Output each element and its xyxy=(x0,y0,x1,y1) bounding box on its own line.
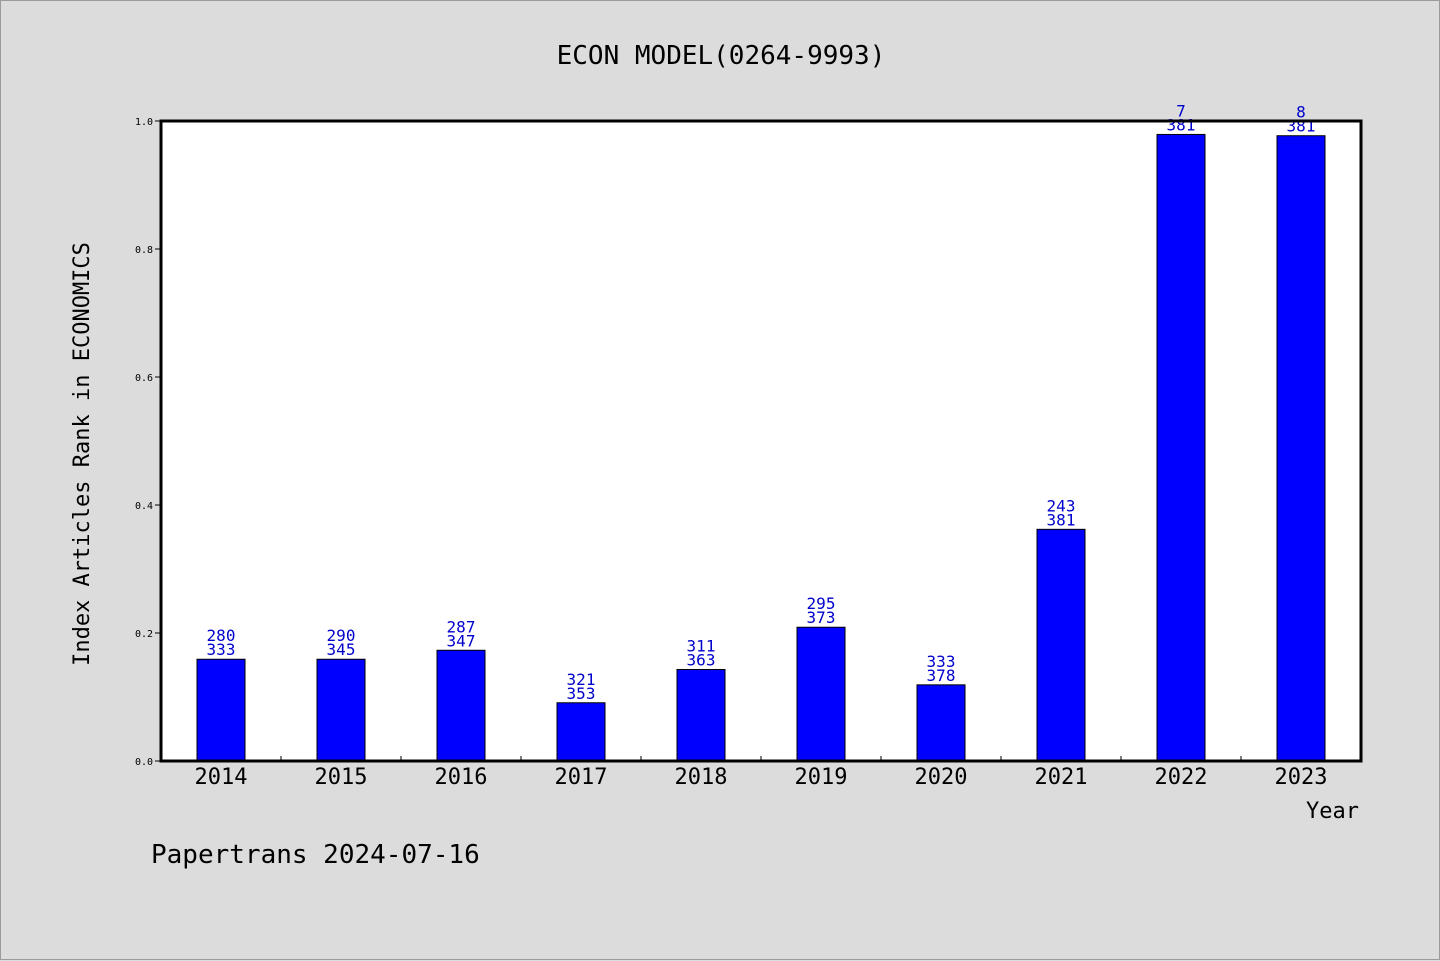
bar-label-top: 290 xyxy=(327,626,356,645)
bar xyxy=(1276,135,1326,762)
bar-label-top: 280 xyxy=(207,626,236,645)
x-tick-label: 2014 xyxy=(195,765,248,790)
bar-label-top: 287 xyxy=(447,617,476,636)
bar xyxy=(316,658,366,762)
footer-text: Papertrans 2024-07-16 xyxy=(151,840,480,870)
x-tick-label: 2022 xyxy=(1155,765,1208,790)
bar-label-bottom: 353 xyxy=(567,684,596,703)
bar-label-top: 321 xyxy=(567,670,596,689)
x-axis-ticks: 2014 2015 2016 2017 2018 2019 2020 2021 2022 2023 xyxy=(195,756,1328,790)
x-tick-label: 2023 xyxy=(1275,765,1328,790)
y-axis-ticks: 0.0 0.2 0.4 0.6 0.8 1.0 xyxy=(135,117,161,768)
bar xyxy=(196,658,246,762)
bars-group xyxy=(196,133,1326,762)
x-tick-label: 2018 xyxy=(675,765,728,790)
plot-border xyxy=(159,119,1363,763)
bar xyxy=(436,649,486,762)
bar xyxy=(676,668,726,762)
y-tick-label: 0.0 xyxy=(135,757,153,768)
y-tick-label: 0.2 xyxy=(135,629,153,640)
x-tick-label: 2015 xyxy=(315,765,368,790)
bar xyxy=(1156,133,1206,762)
bar-label-top: 333 xyxy=(927,652,956,671)
bar xyxy=(916,684,966,762)
x-tick-label: 2021 xyxy=(1035,765,1088,790)
x-tick-label: 2020 xyxy=(915,765,968,790)
bar-label-bottom: 381 xyxy=(1167,115,1196,134)
bar-label-top: 243 xyxy=(1047,496,1076,515)
bar-label-bottom: 333 xyxy=(207,640,236,659)
y-tick-label: 0.4 xyxy=(135,501,153,512)
bar-label-bottom: 381 xyxy=(1047,510,1076,529)
bar-label-top: 8 xyxy=(1296,103,1306,122)
x-tick-label: 2016 xyxy=(435,765,488,790)
bar xyxy=(1036,528,1086,762)
x-tick-label: 2019 xyxy=(795,765,848,790)
y-tick-label: 0.6 xyxy=(135,373,153,384)
bar-label-top: 7 xyxy=(1176,101,1186,120)
bar-label-bottom: 373 xyxy=(807,608,836,627)
y-axis-label: Index Articles Rank in ECONOMICS xyxy=(70,242,95,666)
chart-title: ECON MODEL(0264-9993) xyxy=(557,41,886,71)
bar-label-bottom: 378 xyxy=(927,666,956,685)
bar-label-bottom: 345 xyxy=(327,640,356,659)
data-labels-group: 2803332903452873473213533113632953733333… xyxy=(207,101,1316,702)
bar xyxy=(796,626,846,762)
bar-label-bottom: 363 xyxy=(687,650,716,669)
bar-label-bottom: 347 xyxy=(447,631,476,650)
bar xyxy=(556,702,606,762)
y-tick-label: 0.8 xyxy=(135,245,153,256)
bar-label-top: 295 xyxy=(807,594,836,613)
bar-label-top: 311 xyxy=(687,636,716,655)
y-tick-label: 1.0 xyxy=(135,117,153,128)
x-tick-label: 2017 xyxy=(555,765,608,790)
x-axis-label: Year xyxy=(1306,799,1359,824)
